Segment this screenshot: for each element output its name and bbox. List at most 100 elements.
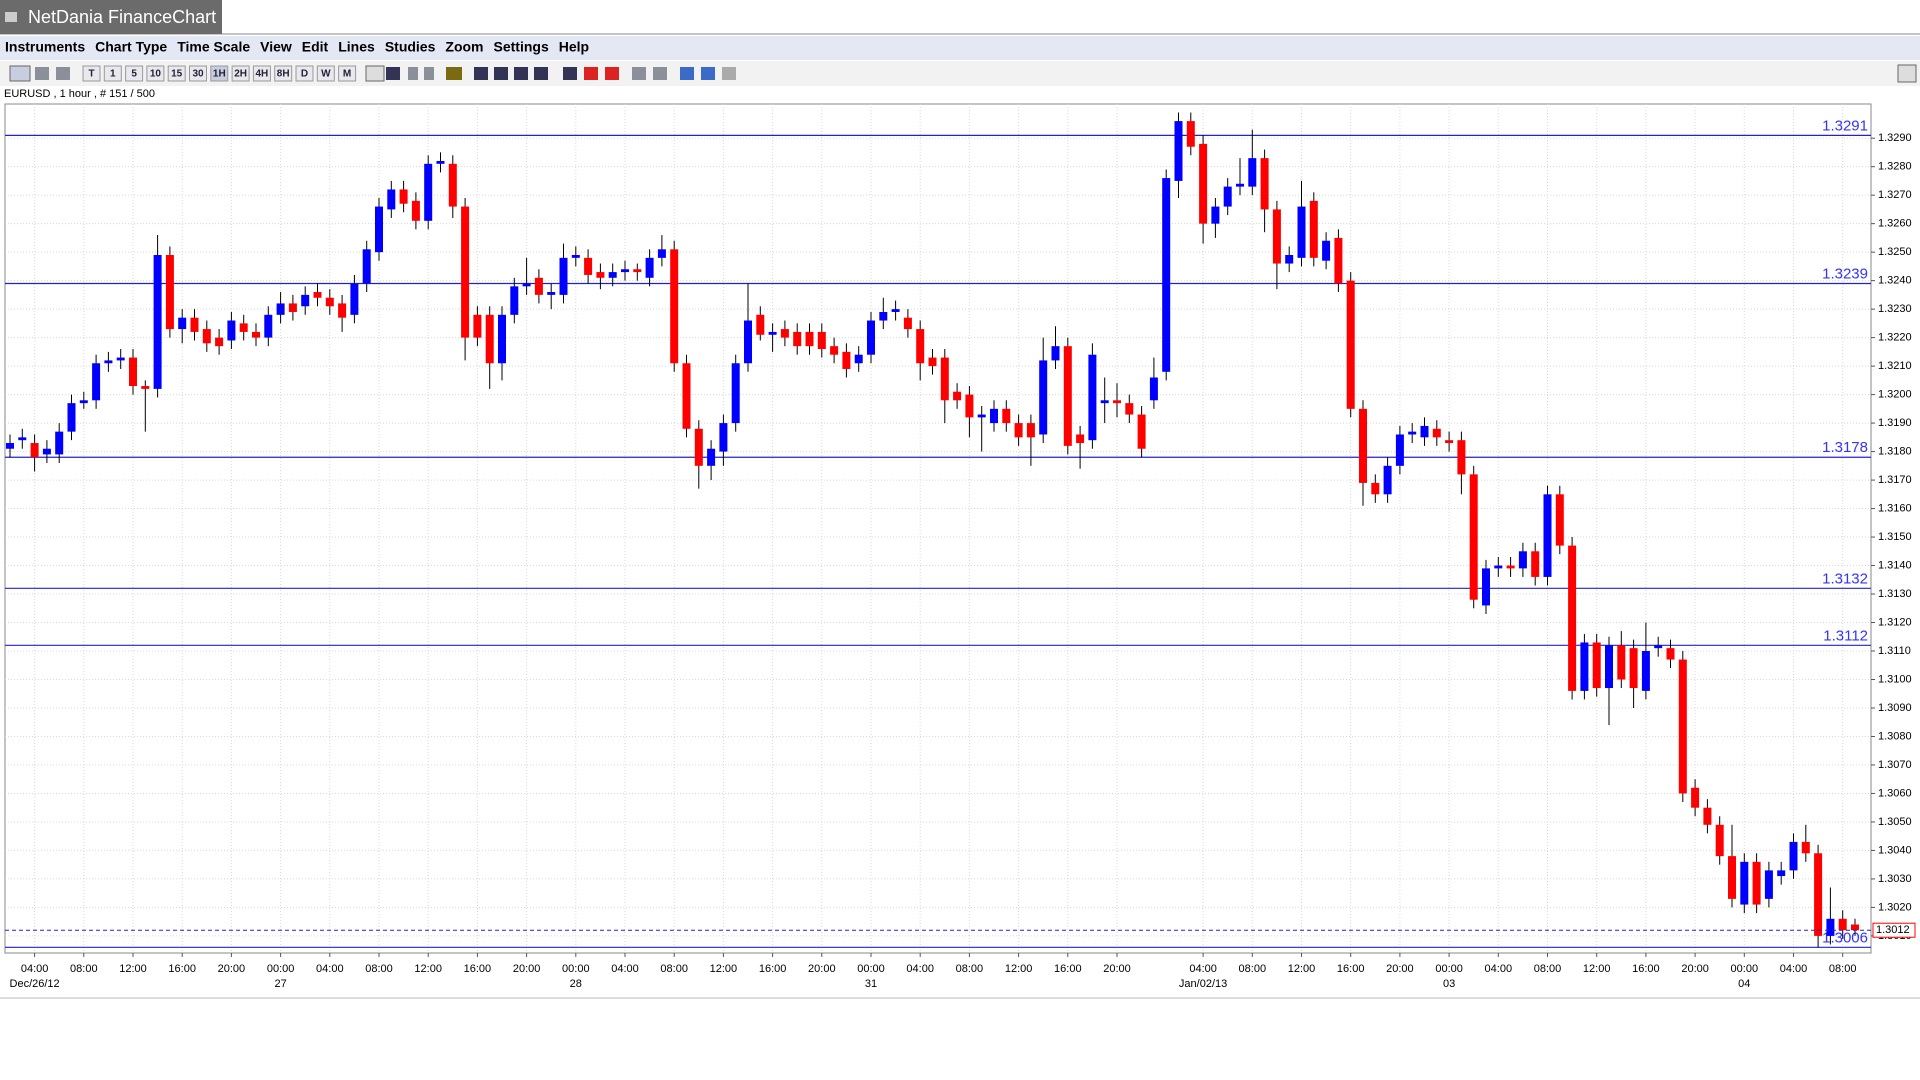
x-tick-label: 04:00 <box>906 963 934 975</box>
candle-body <box>1752 861 1761 905</box>
timescale-button[interactable] <box>103 65 122 82</box>
menu-item[interactable]: Studies <box>385 39 436 55</box>
tool-icon[interactable] <box>474 67 488 80</box>
y-tick-label: 1.3100 <box>1878 673 1912 685</box>
menu-item[interactable]: Chart Type <box>95 39 167 55</box>
x-tick-label: 04:00 <box>611 963 639 975</box>
timescale-button[interactable] <box>316 65 335 82</box>
tool-icon[interactable] <box>386 67 400 80</box>
candle-body <box>116 357 125 361</box>
menu-item[interactable]: Help <box>559 39 589 55</box>
timescale-button[interactable] <box>295 65 314 82</box>
timescale-label: 1 <box>110 69 116 80</box>
x-tick-label: 20:00 <box>513 963 541 975</box>
timescale-button[interactable] <box>82 65 101 82</box>
timescale-label: 10 <box>150 69 162 80</box>
candle-body <box>645 257 654 278</box>
candle-body <box>1186 121 1195 147</box>
timescale-button[interactable] <box>167 65 186 82</box>
candle-body <box>42 448 51 455</box>
x-tick-label: 16:00 <box>1632 963 1660 975</box>
candle-body <box>1851 924 1859 931</box>
menu-item[interactable]: Lines <box>338 39 375 55</box>
tool-icon[interactable] <box>514 67 528 80</box>
candle-body <box>1199 143 1208 224</box>
tool-icon[interactable] <box>494 67 508 80</box>
x-tick-label: 12:00 <box>414 963 442 975</box>
timescale-label: W <box>321 69 331 80</box>
candle-body <box>1789 841 1798 871</box>
timescale-button[interactable] <box>189 65 207 82</box>
x-tick-label: 00:00 <box>1435 963 1463 975</box>
candle-body <box>1715 824 1724 857</box>
menu-item[interactable]: View <box>260 39 292 55</box>
candle-body <box>940 357 949 401</box>
timescale-button[interactable] <box>210 65 229 82</box>
candle-body <box>165 254 174 330</box>
timescale-button[interactable] <box>231 65 250 82</box>
tool-icon[interactable] <box>584 67 598 80</box>
tool-icon[interactable] <box>35 67 49 80</box>
tool-icon[interactable] <box>424 67 434 80</box>
timescale-label: 8H <box>277 69 290 80</box>
menu-item[interactable]: Edit <box>302 39 329 55</box>
x-tick-label: 08:00 <box>70 963 98 975</box>
x-tick-label: 08:00 <box>1239 963 1267 975</box>
tool-icon[interactable] <box>408 67 418 80</box>
tool-icon[interactable] <box>722 67 736 80</box>
tool-icon[interactable] <box>365 65 385 82</box>
tool-icon[interactable] <box>680 67 694 80</box>
timescale-label: M <box>343 69 351 80</box>
candle-body <box>436 160 445 164</box>
tool-icon[interactable] <box>563 67 577 80</box>
candle-body <box>916 329 925 364</box>
tool-icon[interactable] <box>632 67 646 80</box>
candle-body <box>1445 440 1454 444</box>
candle-body <box>313 292 322 298</box>
tool-icon[interactable] <box>9 65 31 82</box>
timescale-button[interactable] <box>252 65 271 82</box>
candle-body <box>202 329 211 344</box>
timescale-button[interactable] <box>338 65 357 82</box>
candle-body <box>1014 423 1023 438</box>
tool-icon[interactable] <box>1897 64 1917 83</box>
x-tick-label: 16:00 <box>464 963 492 975</box>
x-tick-label: 16:00 <box>1054 963 1082 975</box>
y-tick-label: 1.3140 <box>1878 559 1912 571</box>
tool-icon[interactable] <box>56 67 70 80</box>
menu-item[interactable]: Time Scale <box>177 39 250 55</box>
tool-icon[interactable] <box>605 67 619 80</box>
x-date-label: 28 <box>570 978 582 990</box>
last-price-box <box>1872 922 1916 938</box>
x-date-label: 31 <box>865 978 877 990</box>
candle-body <box>990 408 998 424</box>
candle-body <box>1088 354 1097 441</box>
x-tick-label: 20:00 <box>218 963 246 975</box>
candle-body <box>621 269 629 273</box>
candle-body <box>547 292 556 295</box>
x-tick-label: 12:00 <box>710 963 738 975</box>
candle-body <box>1555 494 1564 546</box>
candle-body <box>1285 254 1294 264</box>
tool-icon[interactable] <box>701 67 715 80</box>
timescale-label: 5 <box>131 69 137 80</box>
candle-body <box>1100 400 1109 404</box>
candle-body <box>498 314 506 364</box>
x-tick-label: 20:00 <box>1681 963 1709 975</box>
tool-icon[interactable] <box>653 67 667 80</box>
tool-icon[interactable] <box>446 67 462 80</box>
candle-body <box>1457 440 1466 475</box>
timescale-button[interactable] <box>146 65 165 82</box>
menu-item[interactable]: Instruments <box>5 39 85 55</box>
candle-body <box>1149 377 1158 401</box>
x-tick-label: 04:00 <box>1485 963 1513 975</box>
candle-body <box>424 163 433 221</box>
candle-body <box>1346 280 1355 409</box>
menu-item[interactable]: Zoom <box>445 39 483 55</box>
candle-body <box>584 257 593 275</box>
y-tick-label: 1.3160 <box>1878 502 1912 514</box>
tool-icon[interactable] <box>534 67 548 80</box>
timescale-button[interactable] <box>125 65 144 82</box>
timescale-button[interactable] <box>274 65 293 82</box>
menu-item[interactable]: Settings <box>494 39 549 55</box>
